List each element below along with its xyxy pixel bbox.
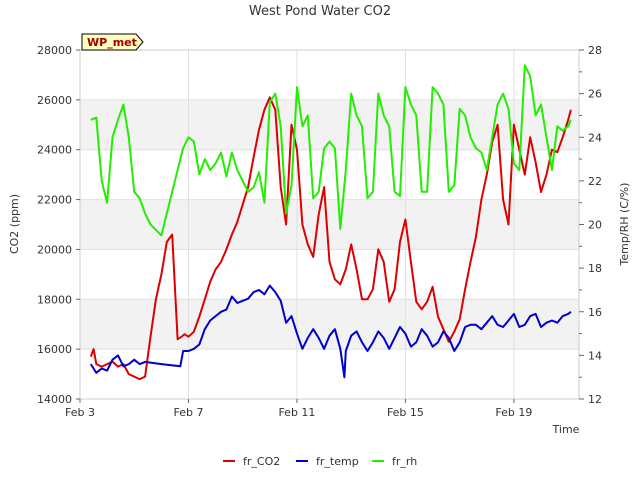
y-tick-label: 16000 <box>37 343 72 356</box>
background-band <box>80 149 579 200</box>
station-badge: WP_met <box>81 33 144 51</box>
y-tick-label: 18000 <box>37 293 72 306</box>
x-axis-label: Time <box>552 423 580 436</box>
y2-tick-label: 18 <box>588 262 602 275</box>
y2-tick-label: 12 <box>588 393 602 406</box>
series-line-fr-temp <box>89 284 572 379</box>
station-badge-shape <box>81 33 144 51</box>
y2-tick-label: 16 <box>588 306 602 319</box>
y-tick-label: 24000 <box>37 144 72 157</box>
x-tick-label: Feb 19 <box>495 406 532 419</box>
x-tick-label: Feb 3 <box>65 406 95 419</box>
station-badge-label: WP_met <box>87 36 137 49</box>
series-line-fr-rh <box>90 64 572 237</box>
y-axis-label: CO2 (ppm) <box>8 194 21 254</box>
background-bands <box>80 50 579 399</box>
chart-title: West Pond Water CO2 <box>249 4 391 19</box>
background-band <box>80 299 579 350</box>
x-tick-label: Feb 11 <box>278 406 315 419</box>
background-band <box>80 349 579 399</box>
y-tick-label: 14000 <box>37 393 72 406</box>
y2-tick-label: 14 <box>588 349 602 362</box>
x-tick-label: Feb 7 <box>173 406 203 419</box>
y-tick-label: 26000 <box>37 94 72 107</box>
y2-tick-label: 26 <box>588 88 602 101</box>
background-band <box>80 50 579 100</box>
legend-label-fr-temp: fr_temp <box>316 455 359 468</box>
legend-label-fr-rh: fr_rh <box>392 455 417 468</box>
x-tick-label: Feb 15 <box>387 406 424 419</box>
y-axis-ticks: 14000 16000 18000 20000 22000 24000 26000 28000 <box>37 44 80 406</box>
y-tick-label: 28000 <box>37 44 72 57</box>
x-axis-ticks: Feb 3 Feb 7 Feb 11 Feb 15 Feb 19 <box>65 399 532 419</box>
series-layer <box>89 64 572 381</box>
y2-tick-label: 24 <box>588 131 602 144</box>
legend-label-fr-CO2: fr_CO2 <box>243 455 280 468</box>
y2-tick-label: 22 <box>588 175 602 188</box>
y2-tick-label: 20 <box>588 219 602 232</box>
y-tick-label: 22000 <box>37 194 72 207</box>
legend: fr_CO2 fr_temp fr_rh <box>223 455 417 468</box>
y2-axis-label: Temp/RH (C/%) <box>618 183 631 267</box>
y2-tick-label: 28 <box>588 44 602 57</box>
y2-axis-ticks: 12 14 16 18 20 22 24 26 28 <box>579 44 602 406</box>
y-tick-label: 20000 <box>37 243 72 256</box>
